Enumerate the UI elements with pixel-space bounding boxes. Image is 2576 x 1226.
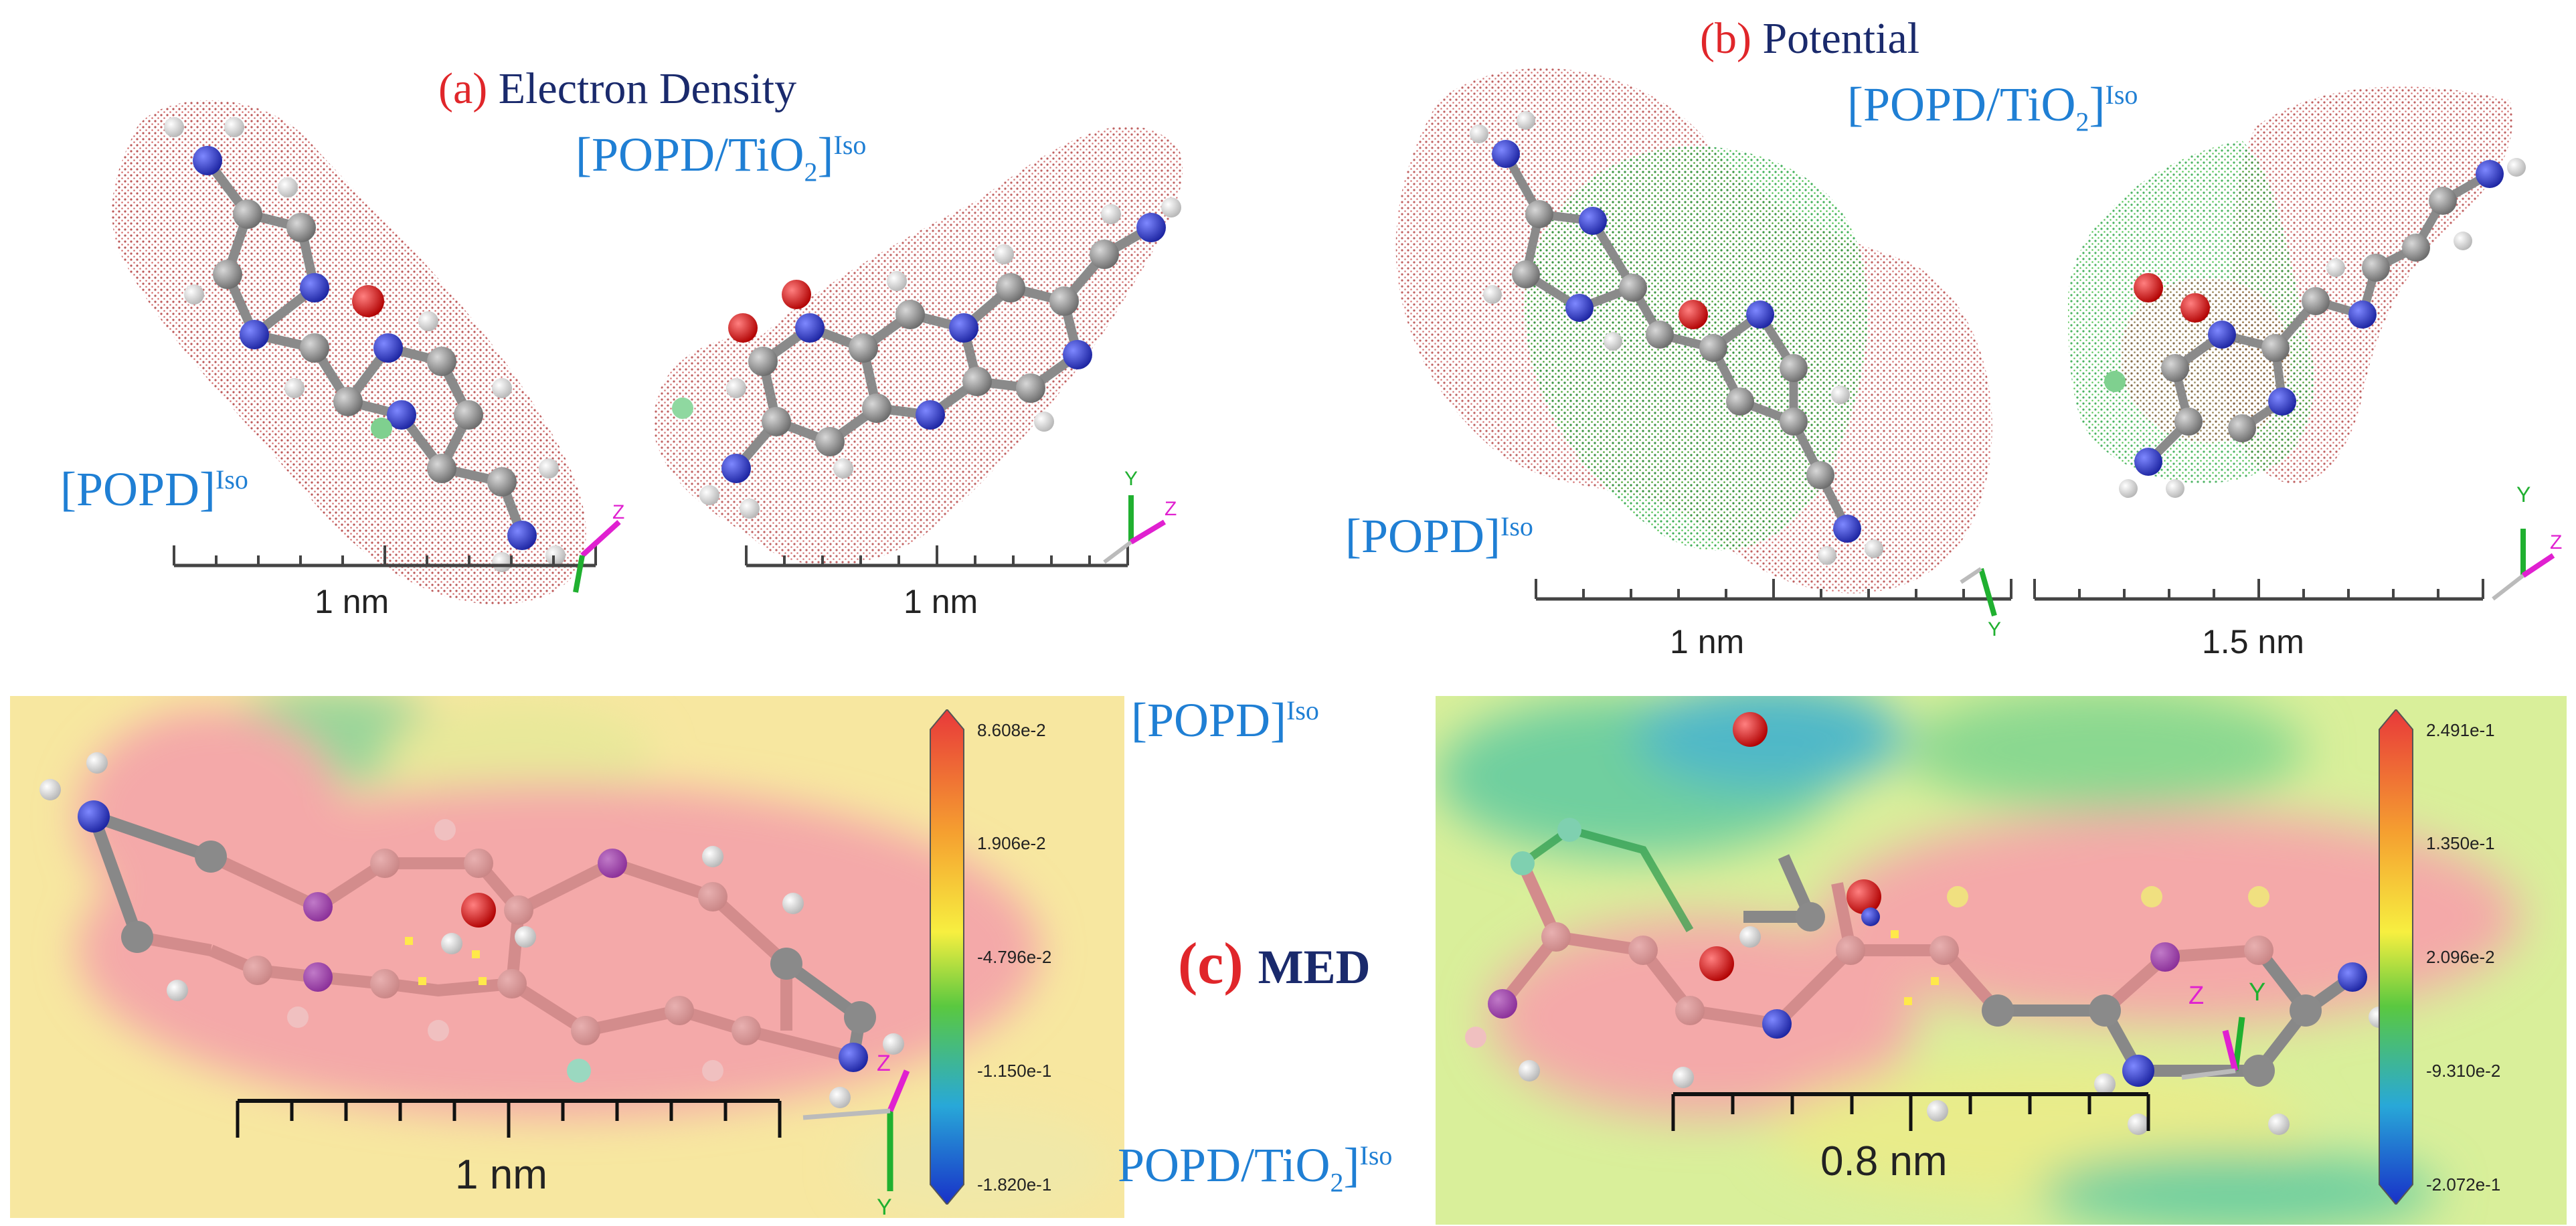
panel-a-right-scale-label: 1 nm [904, 583, 978, 620]
panel-c-left-cb-1: 1.906e-2 [977, 833, 1046, 853]
panel-c-right-z: Z [2188, 982, 2204, 1010]
panel-a-right-axes: Y Z [1103, 468, 1177, 564]
panel-a-right-z: Z [1165, 498, 1177, 520]
panel-b-right-label: [POPD/TiO2]Iso [1847, 78, 2138, 137]
panel-c-right-y: Y [2249, 978, 2265, 1006]
panel-c-left-scale-label: 1 nm [455, 1152, 547, 1198]
panel-a-left-z: Z [612, 501, 624, 523]
panel-b-potential-left [1395, 68, 1992, 594]
panel-b-right-y: Y [2516, 483, 2530, 507]
panel-c-left-y: Y [877, 1195, 892, 1218]
panel-a-left-label: [POPD]Iso [60, 462, 248, 516]
panel-b-left-y: Y [1988, 618, 2001, 640]
panel-b-right-z: Z [2550, 531, 2562, 553]
panel-c-right-axes: Z Y [2181, 978, 2265, 1080]
panel-c-right-cb-1: 1.350e-1 [2426, 833, 2495, 853]
panel-b-right-axes: Y Z [2492, 483, 2562, 601]
panel-b-left-scalebar [1535, 579, 2012, 601]
panel-c-right-scale-label: 0.8 nm [1820, 1138, 1948, 1185]
panel-c-left-cb-2: -4.796e-2 [977, 947, 1052, 967]
panel-c-left-axes: Z Y [802, 1051, 910, 1218]
panel-c-right-cb-3: -9.310e-2 [2426, 1061, 2501, 1081]
panel-b-right-scale-label: 1.5 nm [2202, 623, 2304, 661]
panel-c-title: (c) MED [1178, 930, 1371, 998]
panel-c-left-z: Z [877, 1051, 891, 1076]
panel-b-potential-right [2068, 86, 2526, 498]
panel-c-right-cb-2: 2.096e-2 [2426, 947, 2495, 967]
panel-c-left-cb-4: -1.820e-1 [977, 1174, 1052, 1195]
panel-b-title: (b) Potential [1700, 13, 1919, 64]
panel-a-right-y: Y [1124, 468, 1138, 490]
panel-c-left-colorbar [930, 709, 964, 1205]
panel-a-left-axes: Z [573, 501, 624, 593]
panel-c-right-scalebar [1671, 1092, 2150, 1131]
panel-c-right-colorbar [2379, 709, 2413, 1205]
panel-c-right-cb-0: 2.491e-1 [2426, 720, 2495, 740]
panel-c-right-map [1436, 696, 2567, 1225]
panel-c-bottom-label: POPD/TiO2]Iso [1118, 1138, 1393, 1198]
panel-a-right-scalebar [745, 545, 1129, 567]
panel-a-left-scalebar [173, 545, 597, 567]
panel-a-tag: (a) [438, 64, 488, 113]
panel-a-molecule-right [654, 126, 1183, 565]
panel-a-title-text: Electron Density [498, 64, 797, 113]
panel-a-molecule-left [112, 100, 586, 605]
panel-b-tag: (b) [1700, 14, 1751, 63]
panel-b-left-label: [POPD]Iso [1345, 509, 1533, 563]
panel-c-left-cb-3: -1.150e-1 [977, 1061, 1052, 1081]
panel-c-top-label: [POPD]Iso [1131, 693, 1319, 747]
panel-a-left-scale-label: 1 nm [315, 583, 390, 620]
panel-b-left-axes: Y [1960, 567, 2001, 640]
panel-b-right-scalebar [2033, 579, 2484, 601]
panel-c-title-text: MED [1258, 940, 1371, 994]
panel-b-left-scale-label: 1 nm [1670, 623, 1745, 661]
panel-c-left-cb-0: 8.608e-2 [977, 720, 1046, 740]
panel-c-right-cb-4: -2.072e-1 [2426, 1174, 2501, 1195]
panel-c-left-scalebar [236, 1099, 782, 1138]
panel-b-title-text: Potential [1762, 14, 1920, 63]
panel-c-tag: (c) [1178, 932, 1243, 996]
panel-a-title: (a) Electron Density [438, 64, 796, 114]
panel-a-right-label: [POPD/TiO2]Iso [576, 128, 867, 187]
